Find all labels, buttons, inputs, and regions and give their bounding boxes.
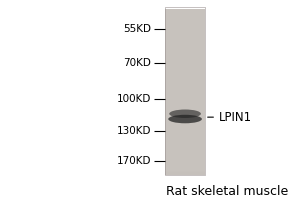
Bar	[165, 7, 205, 175]
Bar	[165, 146, 205, 172]
Bar	[165, 160, 205, 172]
Bar	[165, 70, 205, 171]
Bar	[165, 93, 205, 172]
Bar	[165, 64, 205, 171]
Bar	[165, 15, 205, 171]
Bar	[165, 112, 205, 172]
Bar	[165, 152, 205, 172]
Bar	[165, 165, 205, 173]
Bar	[165, 13, 205, 171]
Ellipse shape	[168, 115, 202, 123]
Bar	[165, 57, 205, 171]
Bar	[165, 60, 205, 171]
Bar	[165, 78, 205, 171]
Bar	[165, 171, 205, 173]
Bar	[165, 118, 205, 172]
Bar	[165, 148, 205, 172]
Bar	[165, 43, 205, 171]
Bar	[165, 154, 205, 172]
Bar	[165, 39, 205, 171]
Bar	[165, 30, 205, 171]
Bar	[165, 102, 205, 172]
Bar	[165, 91, 205, 172]
Bar	[165, 47, 205, 171]
Text: 70KD: 70KD	[123, 58, 151, 68]
Bar	[165, 163, 205, 172]
Bar	[165, 129, 205, 172]
Bar	[165, 24, 205, 171]
Ellipse shape	[169, 110, 201, 118]
Bar	[165, 104, 205, 172]
Bar	[165, 95, 205, 172]
Bar	[165, 87, 205, 172]
Bar	[165, 72, 205, 171]
Bar	[165, 133, 205, 172]
Bar	[165, 26, 205, 171]
Text: LPIN1: LPIN1	[219, 111, 252, 124]
Bar	[165, 81, 205, 171]
Bar	[165, 156, 205, 172]
Bar	[165, 55, 205, 171]
Bar	[165, 123, 205, 172]
Bar	[165, 53, 205, 171]
Bar	[165, 110, 205, 172]
Bar	[165, 139, 205, 172]
Bar	[165, 28, 205, 171]
Text: 130KD: 130KD	[117, 126, 151, 136]
Bar	[165, 32, 205, 171]
Bar	[165, 116, 205, 172]
Bar	[165, 41, 205, 171]
Bar	[165, 106, 205, 172]
Bar	[165, 85, 205, 172]
Bar	[165, 18, 205, 171]
Bar	[165, 131, 205, 172]
Text: Rat skeletal muscle: Rat skeletal muscle	[166, 185, 289, 198]
Bar	[165, 137, 205, 172]
Bar	[165, 158, 205, 172]
Bar	[165, 49, 205, 171]
Bar	[165, 45, 205, 171]
Bar	[165, 125, 205, 172]
Bar	[165, 62, 205, 171]
Text: 170KD: 170KD	[117, 156, 151, 166]
Bar	[165, 68, 205, 171]
Bar	[165, 97, 205, 172]
Bar	[165, 121, 205, 172]
Bar	[165, 99, 205, 172]
Bar	[165, 34, 205, 171]
Bar	[165, 36, 205, 171]
Bar	[165, 108, 205, 172]
Bar	[165, 167, 205, 173]
Text: 55KD: 55KD	[123, 24, 151, 34]
Bar	[165, 9, 205, 171]
Bar	[165, 169, 205, 173]
Bar	[165, 83, 205, 171]
Bar	[165, 173, 205, 175]
Bar	[165, 66, 205, 171]
Bar	[165, 135, 205, 172]
Bar	[165, 89, 205, 172]
Bar	[165, 22, 205, 171]
Bar	[165, 144, 205, 172]
Bar	[165, 11, 205, 171]
Bar	[165, 20, 205, 171]
Bar	[165, 127, 205, 172]
Bar	[165, 142, 205, 172]
Bar	[165, 76, 205, 171]
Bar	[165, 150, 205, 172]
Bar	[165, 51, 205, 171]
Bar	[165, 114, 205, 172]
Text: 100KD: 100KD	[117, 94, 151, 104]
Bar	[165, 74, 205, 171]
